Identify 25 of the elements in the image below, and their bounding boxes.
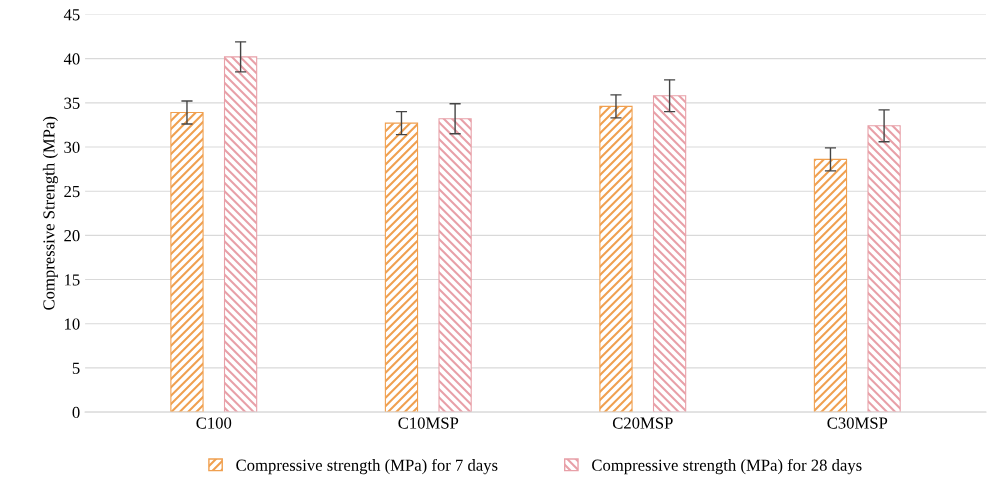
y-tick-label: 25	[64, 185, 80, 198]
legend-label: Compressive strength (MPa) for 28 days	[592, 458, 862, 475]
y-tick-label: 45	[63, 9, 80, 21]
x-tick-label: C20MSP	[612, 417, 673, 429]
bar	[867, 125, 901, 413]
legend-label: Compressive strength (MPa) for 7 days	[236, 458, 498, 475]
y-tick-label: 0	[72, 406, 80, 419]
y-tick-label: 35	[64, 97, 80, 109]
y-tick-label: 40	[63, 53, 80, 65]
y-tick-label: 5	[72, 362, 80, 374]
bar	[384, 122, 419, 413]
x-tick-label: C100	[196, 417, 232, 429]
y-axis-title: Compressive Strength (MPa)	[42, 116, 58, 310]
bar	[223, 56, 258, 413]
bar	[170, 111, 204, 413]
bar	[599, 105, 633, 413]
x-tick-label: C30MSP	[827, 417, 888, 429]
y-tick-label: 30	[64, 141, 80, 153]
y-tick-label: 10	[65, 318, 80, 330]
bar	[438, 118, 472, 413]
bar	[813, 158, 848, 413]
y-tick-label: 15	[65, 274, 80, 286]
x-tick-label: C10MSP	[398, 417, 459, 429]
y-tick-label: 20	[64, 230, 80, 242]
bar	[652, 95, 687, 413]
